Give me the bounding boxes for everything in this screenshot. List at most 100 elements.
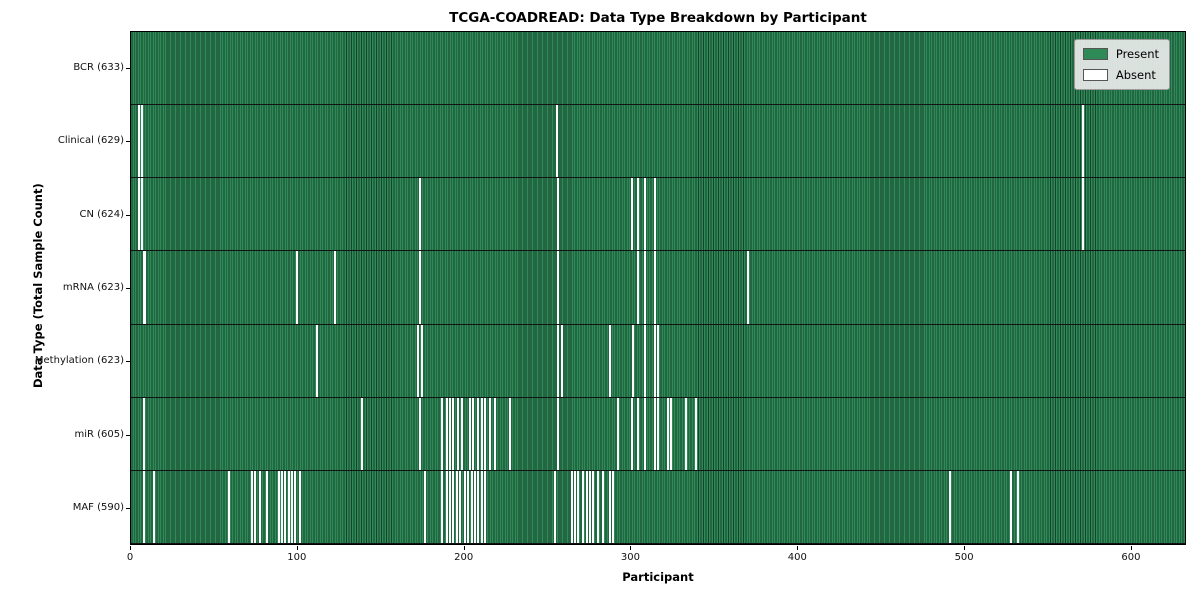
absent-line — [152, 470, 155, 543]
x-tick-label: 0 — [126, 552, 134, 563]
absent-line — [695, 397, 698, 470]
absent-line — [643, 397, 646, 470]
absent-line — [299, 470, 302, 543]
absent-line — [592, 470, 595, 543]
absent-line — [577, 470, 580, 543]
absent-line — [602, 470, 605, 543]
absent-line — [477, 470, 480, 543]
absent-line — [419, 178, 422, 251]
absent-line — [667, 397, 670, 470]
absent-line — [685, 397, 688, 470]
absent-line — [657, 324, 660, 397]
y-tick-label: Methylation (623) — [34, 355, 124, 367]
absent-line — [557, 397, 560, 470]
absent-line — [637, 397, 640, 470]
absent-line — [294, 470, 297, 543]
absent-line — [419, 251, 422, 324]
row-mir — [131, 397, 1185, 471]
row-bcr — [131, 32, 1185, 106]
absent-line — [295, 251, 298, 324]
absent-line — [643, 251, 646, 324]
row-clinical — [131, 105, 1185, 179]
absent-line — [582, 470, 585, 543]
absent-line — [573, 470, 576, 543]
absent-line — [420, 324, 423, 397]
x-axis-title: Participant — [622, 570, 694, 584]
absent-line — [553, 470, 556, 543]
absent-line — [657, 397, 660, 470]
x-tick-mark — [630, 546, 632, 550]
absent-line — [449, 397, 452, 470]
y-tick-mark — [126, 67, 130, 69]
absent-line — [254, 470, 257, 543]
x-tick-label: 400 — [787, 552, 807, 563]
absent-line — [637, 178, 640, 251]
absent-line — [585, 470, 588, 543]
absent-line — [597, 470, 600, 543]
y-tick-mark — [126, 214, 130, 216]
y-tick-mark — [126, 508, 130, 510]
absent-line — [653, 178, 656, 251]
absent-line — [632, 324, 635, 397]
row-mrna — [131, 251, 1185, 325]
absent-line — [557, 324, 560, 397]
absent-line — [948, 470, 951, 543]
x-tick-mark — [1130, 546, 1132, 550]
absent-line — [360, 397, 363, 470]
y-tick-label: MAF (590) — [72, 502, 124, 514]
row-maf — [131, 470, 1185, 544]
absent-line — [455, 470, 458, 543]
legend-swatch-icon — [1082, 48, 1108, 60]
absent-line — [480, 470, 483, 543]
absent-line — [630, 178, 633, 251]
x-tick-mark — [296, 546, 298, 550]
absent-line — [250, 470, 253, 543]
absent-line — [653, 324, 656, 397]
absent-line — [557, 178, 560, 251]
absent-line — [493, 397, 496, 470]
absent-line — [1010, 470, 1013, 543]
absent-line — [137, 178, 140, 251]
absent-line — [445, 470, 448, 543]
absent-line — [488, 397, 491, 470]
absent-line — [452, 397, 455, 470]
plot-area: Present Absent — [130, 31, 1186, 545]
absent-line — [1081, 178, 1084, 251]
absent-line — [483, 470, 486, 543]
absent-line — [457, 397, 460, 470]
absent-line — [142, 470, 145, 543]
absent-line — [464, 470, 467, 543]
absent-line — [460, 397, 463, 470]
x-tick-mark — [797, 546, 799, 550]
absent-line — [137, 105, 140, 178]
x-tick-label: 300 — [620, 552, 641, 563]
absent-line — [643, 178, 646, 251]
absent-line — [1081, 105, 1084, 178]
x-tick-mark — [130, 546, 131, 550]
absent-line — [508, 397, 511, 470]
legend-entry: Absent — [1082, 68, 1159, 82]
x-tick-mark — [964, 546, 966, 550]
absent-line — [617, 397, 620, 470]
absent-line — [440, 397, 443, 470]
row-cn — [131, 178, 1185, 252]
legend-entry: Present — [1082, 47, 1159, 61]
absent-line — [570, 470, 573, 543]
absent-line — [470, 470, 473, 543]
absent-line — [653, 397, 656, 470]
absent-line — [445, 397, 448, 470]
absent-line — [419, 397, 422, 470]
absent-line — [452, 470, 455, 543]
y-tick-mark — [126, 434, 130, 436]
x-tick-mark — [463, 546, 465, 550]
absent-line — [469, 397, 471, 470]
absent-line — [440, 470, 443, 543]
y-tick-mark — [126, 288, 130, 289]
absent-line — [140, 178, 143, 251]
x-tick-label: 500 — [954, 552, 974, 563]
absent-line — [144, 251, 147, 324]
absent-line — [140, 105, 143, 178]
legend-label: Present — [1115, 47, 1159, 61]
absent-line — [142, 397, 145, 470]
absent-line — [1016, 470, 1019, 543]
